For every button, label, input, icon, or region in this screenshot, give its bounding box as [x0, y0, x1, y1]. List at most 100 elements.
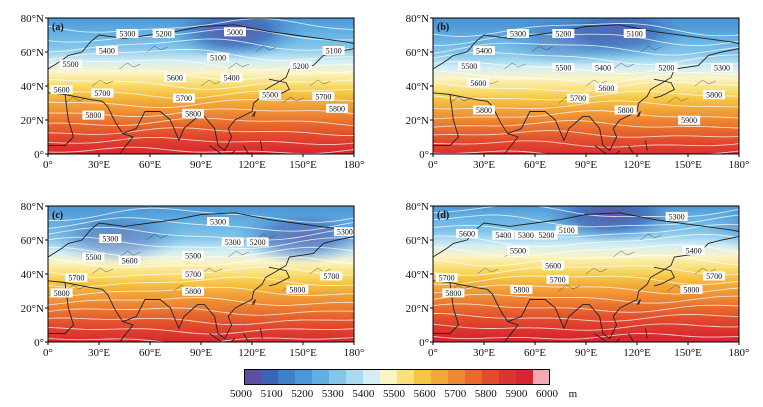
contour-line	[48, 217, 354, 232]
contour-label: 5600	[456, 228, 478, 238]
plot-area: 5300 5200 5000 5100 5400 5500 5100 5600 5400 5200…	[21, 13, 365, 171]
low-center	[233, 208, 354, 265]
svg-text:5300: 5300	[337, 228, 353, 237]
coastline	[433, 94, 460, 146]
colorbar-ticks: 5000 5100 5200 5300 5400 5500 5600 5700 5800 5900…	[230, 388, 577, 404]
colorbar-swatch	[397, 369, 415, 385]
svg-text:5800: 5800	[329, 104, 345, 113]
svg-text:5800: 5800	[683, 286, 699, 295]
svg-text:5100: 5100	[559, 226, 575, 235]
border-line	[200, 267, 223, 275]
contour-label: 5200	[655, 63, 678, 73]
svg-text:5600: 5600	[54, 86, 70, 95]
contour-label: 5700	[91, 88, 114, 98]
border-line	[64, 96, 87, 104]
contour-label: 5500	[82, 252, 105, 262]
svg-text:5200: 5200	[250, 238, 266, 247]
contour-label: 5700	[312, 91, 335, 101]
colorbar-tick-label: 5200	[291, 388, 314, 400]
x-tick-label: 90°E	[190, 347, 212, 359]
border-line	[585, 79, 608, 87]
svg-text:5300: 5300	[225, 238, 241, 247]
contour-line	[48, 307, 354, 316]
colorbar-swatch	[414, 369, 432, 385]
contour-line	[48, 69, 354, 81]
contour-label: 5800	[510, 285, 533, 295]
contour-label: 5800	[82, 110, 105, 120]
coastline	[48, 48, 354, 152]
border-line	[119, 250, 141, 258]
contour-label: 5800	[442, 288, 465, 298]
colorbar	[244, 369, 550, 385]
contour-label: 5400	[682, 245, 705, 255]
svg-text:5200: 5200	[538, 231, 554, 240]
contour-line	[433, 140, 739, 148]
contour-label: 5300	[507, 29, 529, 39]
svg-text:5000: 5000	[227, 28, 243, 37]
contour-label: 5800	[326, 103, 348, 113]
contour-label: 5100	[555, 225, 578, 235]
contour-label: 5800	[50, 288, 73, 298]
coastline	[209, 145, 236, 154]
svg-text:5800: 5800	[706, 91, 722, 100]
svg-text:5500: 5500	[85, 253, 101, 262]
y-tick-label: 80°N	[21, 201, 44, 213]
coastline	[119, 133, 134, 154]
contour-label: 5800	[473, 105, 495, 115]
contour-label: 5300	[116, 29, 139, 39]
contour-line	[433, 81, 739, 92]
y-tick-label: 40°N	[21, 81, 44, 93]
contour-line	[48, 18, 354, 33]
contour-label: 5300	[207, 217, 229, 227]
svg-text:5700: 5700	[323, 272, 339, 281]
coastline	[594, 333, 621, 342]
border-line	[92, 267, 114, 275]
contour-line	[433, 130, 739, 138]
svg-text:5500: 5500	[63, 60, 79, 69]
svg-text:5800: 5800	[54, 289, 70, 298]
colorbar-swatch	[516, 369, 534, 385]
x-tick-label: 180°	[729, 347, 750, 359]
contour-label: 5100	[623, 29, 646, 39]
contour-label: 5300	[99, 234, 122, 244]
contour-line	[48, 79, 354, 90]
border-line	[282, 96, 304, 104]
contour-label: 5500	[182, 251, 205, 261]
contour-label: 5400	[473, 46, 495, 56]
contour-label: 5800	[182, 108, 205, 118]
x-tick-label: 90°E	[575, 159, 597, 171]
colorbar-swatch	[363, 369, 381, 385]
coastline	[594, 145, 621, 154]
colorbar-tick-label: 6000	[536, 388, 558, 400]
border-line	[694, 79, 716, 87]
coastline	[636, 299, 641, 305]
contour-label: 5700	[435, 273, 458, 283]
y-tick-label: 20°N	[21, 115, 44, 127]
contour-label: 5100	[322, 46, 345, 56]
contour-line	[433, 313, 739, 322]
border-line	[640, 45, 662, 53]
colorbar-tick-label: 5500	[383, 388, 405, 400]
x-tick-label: 30°E	[88, 347, 110, 359]
plot-area: 5300 5200 5100 5400 5500 5500 5400 5200 5300 5600…	[406, 13, 750, 171]
x-tick-label: 30°E	[473, 347, 495, 359]
y-tick-label: 0°	[34, 149, 44, 161]
border-line	[92, 79, 114, 87]
contour-line	[433, 214, 739, 228]
svg-text:5200: 5200	[156, 30, 172, 39]
contour-line	[433, 244, 739, 257]
low-center	[499, 18, 639, 67]
y-tick-label: 40°N	[406, 269, 429, 281]
contour-label: 5800	[182, 286, 205, 296]
map-svg-b: 5300 5200 5100 5400 5500 5500 5400 5200 5300 5600…	[406, 13, 750, 171]
coastline	[48, 282, 75, 334]
x-tick-label: 0°	[428, 159, 438, 171]
panel-letter: (a)	[52, 22, 64, 33]
svg-text:5200: 5200	[293, 62, 309, 71]
contour-line	[48, 317, 354, 326]
coastline	[433, 236, 739, 340]
colorbar-tick-label: 5900	[505, 388, 528, 400]
contour-line	[48, 127, 354, 137]
colorbar-swatch	[346, 369, 364, 385]
svg-text:5800: 5800	[85, 111, 101, 120]
